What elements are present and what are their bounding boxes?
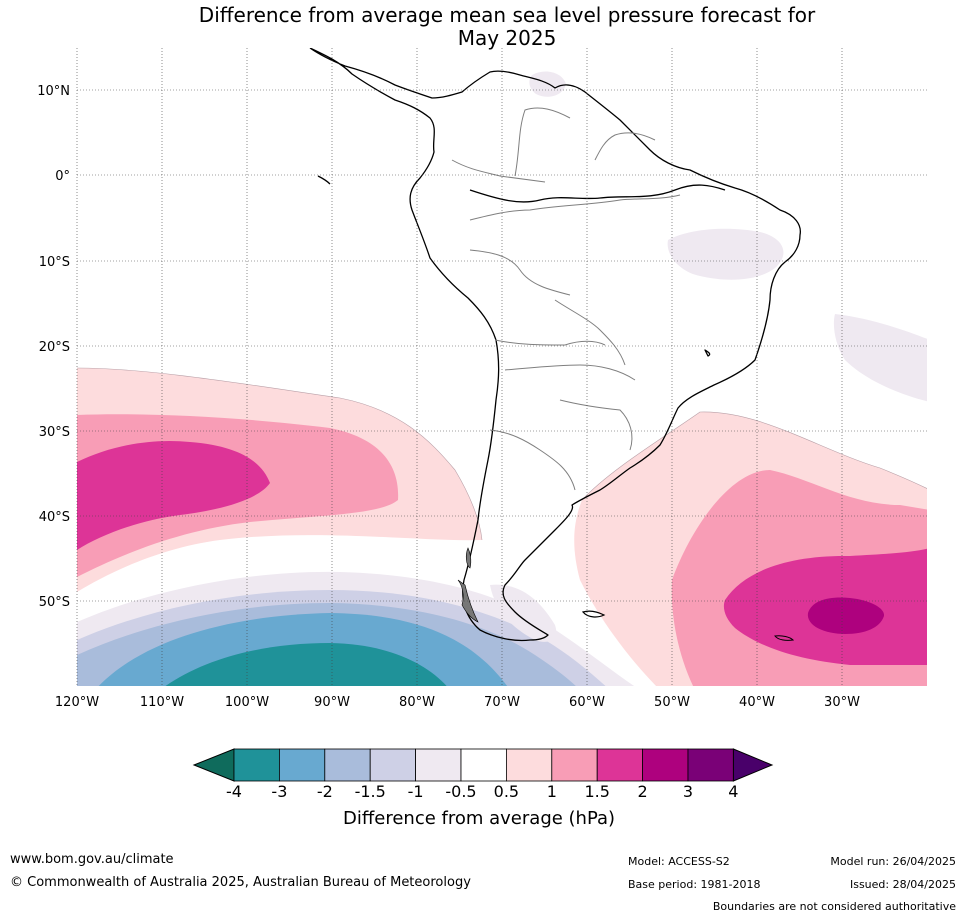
longitude-label: 90°W	[314, 695, 350, 710]
contour-neg-3	[165, 643, 447, 686]
country-borders	[451, 107, 681, 491]
colorbar-segment	[415, 748, 462, 782]
copyright-text: © Commonwealth of Australia 2025, Austra…	[10, 875, 471, 890]
contour-neg-0.5-brazil	[667, 228, 784, 280]
longitude-label: 40°W	[739, 695, 775, 710]
model-label: Model: ACCESS-S2	[628, 855, 730, 868]
colorbar-tick-label: 1.5	[584, 782, 610, 801]
disclaimer-text: Boundaries are not considered authoritat…	[712, 900, 956, 913]
map-title-line-1: Difference from average mean sea level p…	[198, 3, 816, 27]
colorbar-tick-label: -3	[271, 782, 288, 801]
amazon-river	[469, 184, 726, 203]
longitude-label: 30°W	[824, 695, 860, 710]
colorbar-segment	[233, 748, 280, 782]
latitude-label: 50°S	[39, 595, 70, 610]
colorbar-tick-label: 0.5	[493, 782, 520, 801]
latitude-label: 0°	[55, 169, 70, 184]
colorbar-segment	[642, 748, 689, 782]
colorbar-segment	[369, 748, 417, 782]
colorbar-title: Difference from average (hPa)	[343, 808, 616, 829]
contour-pos-2-east	[807, 597, 885, 634]
latitude-label: 20°S	[39, 340, 70, 355]
colorbar-tick-label: -2	[316, 782, 333, 801]
colorbar-tick-label: 4	[728, 782, 739, 801]
latitude-label: 40°S	[39, 510, 70, 525]
colorbar-tick-label: 3	[682, 782, 694, 801]
issued-label: Issued: 28/04/2025	[849, 878, 956, 891]
colorbar-segment	[278, 748, 326, 782]
longitude-label: 100°W	[225, 695, 269, 710]
map-gridlines	[76, 48, 927, 686]
chile-fjords	[457, 547, 479, 623]
longitude-label: 70°W	[484, 695, 520, 710]
longitude-label: 60°W	[569, 695, 605, 710]
latitude-label: 10°N	[37, 84, 70, 99]
pressure-anomaly-contours	[77, 48, 927, 686]
colorbar-segment	[596, 748, 644, 782]
longitude-label: 120°W	[55, 695, 99, 710]
colorbar-max-extension	[732, 748, 774, 782]
colorbar-tick-label: -1	[407, 782, 424, 801]
contour-pos-1.5-west	[77, 440, 270, 550]
longitude-label: 80°W	[399, 695, 435, 710]
latitude-label: 10°S	[39, 255, 70, 270]
falkland-islands	[581, 610, 606, 618]
colorbar-tick-label: -4	[226, 782, 242, 801]
latitude-labels: 10°N 0° 10°S 20°S 30°S 40°S 50°S	[37, 84, 70, 610]
longitude-label: 50°W	[654, 695, 690, 710]
longitude-labels: 120°W 110°W 100°W 90°W 80°W 70°W 60°W 50°W 40°W 3…	[55, 695, 860, 710]
colorbar-tick-label: -1.5	[354, 782, 386, 801]
contour-neg-0.5-atlantic	[833, 314, 927, 402]
colorbar-segment	[505, 748, 553, 782]
colorbar-tick-label: -0.5	[445, 782, 477, 801]
colorbar-tick-label: 2	[637, 782, 648, 801]
colorbar-min-extension	[192, 748, 235, 782]
map-title-line-2: May 2025	[457, 26, 557, 50]
south-georgia	[774, 635, 795, 641]
colorbar	[192, 748, 774, 782]
colorbar-segment	[687, 748, 734, 782]
south-america-coastline	[309, 48, 801, 642]
colorbar-segment	[460, 748, 507, 782]
colorbar-tick-label: 1	[546, 782, 557, 801]
map-title: Difference from average mean sea level p…	[77, 4, 937, 50]
colorbar-segment	[324, 748, 371, 782]
contour-neg-0.5-patagonia	[490, 584, 557, 642]
model-run-label: Model run: 26/04/2025	[830, 855, 956, 868]
website-link[interactable]: www.bom.gov.au/climate	[10, 852, 174, 867]
longitude-label: 110°W	[140, 695, 184, 710]
latitude-label: 30°S	[39, 425, 70, 440]
colorbar-segment	[551, 748, 598, 782]
base-period-label: Base period: 1981-2018	[628, 878, 761, 891]
